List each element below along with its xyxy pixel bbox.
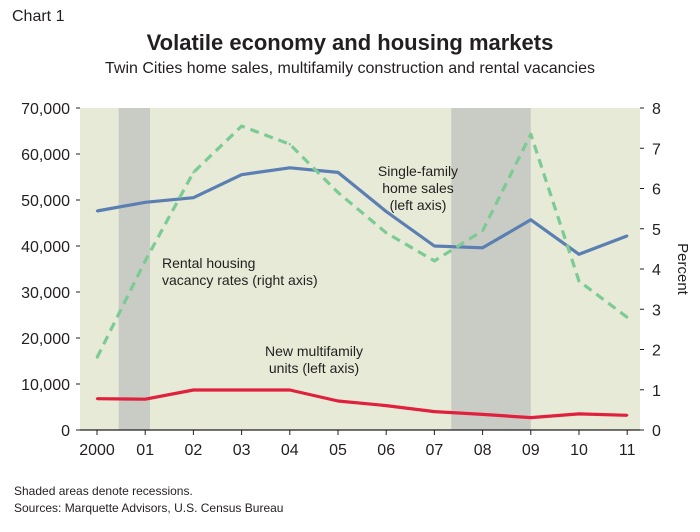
right-axis-tick-label: 7 xyxy=(652,141,661,158)
x-axis-tick-label: 03 xyxy=(233,442,251,459)
vacancy-rate-point xyxy=(433,259,436,263)
multifamily-units-point xyxy=(481,413,484,416)
annotation-line: vacancy rates (right axis) xyxy=(162,272,318,288)
right-axis-tick-label: 2 xyxy=(652,343,661,360)
multifamily-units-line xyxy=(96,388,628,420)
recession-footnote: Shaded areas denote recessions. xyxy=(14,484,193,498)
multifamily-units-point xyxy=(95,397,99,400)
left-axis-tick-label: 0 xyxy=(61,423,70,440)
vacancy-rate-point xyxy=(144,259,147,263)
left-axis-tick-label: 70,000 xyxy=(21,101,70,118)
single-family-sales-point xyxy=(385,210,388,213)
vacancy-rate-point xyxy=(626,316,629,319)
multifamily-units-point xyxy=(192,388,195,392)
left-axis-tick-label: 50,000 xyxy=(21,193,70,210)
multifamily-units-point xyxy=(336,399,340,403)
vacancy-rate-point xyxy=(95,356,99,359)
x-axis-tick-label: 04 xyxy=(281,442,299,459)
multifamily-units-point xyxy=(385,404,388,407)
annotation-line: units (left axis) xyxy=(269,360,359,376)
annotation-line: home sales xyxy=(382,180,454,196)
recession-band xyxy=(118,108,151,430)
single-family-sales-point xyxy=(144,201,147,204)
multifamily-units-point xyxy=(626,414,629,417)
left-axis-tick-label: 60,000 xyxy=(21,147,70,164)
single-family-sales-annotation: Single-family home sales (left axis) xyxy=(378,163,458,213)
right-axis-tick-label: 4 xyxy=(652,262,661,279)
x-axis-tick-label: 09 xyxy=(522,442,540,459)
x-axis-tick-label: 2000 xyxy=(79,442,115,459)
multifamily-units-point xyxy=(529,416,532,419)
left-axis-tick-label: 10,000 xyxy=(21,377,70,394)
multifamily-units-point xyxy=(433,410,436,413)
chart-title: Volatile economy and housing markets xyxy=(146,30,554,55)
x-axis-tick-label: 08 xyxy=(474,442,492,459)
right-axis-tick-label: 5 xyxy=(652,222,661,239)
left-axis-tick-label: 40,000 xyxy=(21,239,70,256)
vacancy-rate-annotation: Rental housing vacancy rates (right axis) xyxy=(162,255,318,288)
single-family-sales-point xyxy=(240,173,243,176)
x-axis-tick-label: 06 xyxy=(377,442,395,459)
vacancy-rate-point xyxy=(240,124,243,128)
vacancy-rate-point xyxy=(385,231,388,234)
x-axis-tick-label: 05 xyxy=(329,442,347,459)
right-axis-tick-label: 1 xyxy=(652,383,661,400)
single-family-sales-point xyxy=(288,166,291,169)
single-family-sales-point xyxy=(529,218,532,221)
multifamily-units-point xyxy=(240,388,243,392)
vacancy-rate-point xyxy=(481,229,484,232)
right-axis-title: Percent xyxy=(674,243,691,296)
right-axis-tick-label: 6 xyxy=(652,182,661,199)
vacancy-rate-point xyxy=(288,143,291,146)
single-family-sales-point xyxy=(481,246,484,250)
x-axis-tick-label: 02 xyxy=(185,442,203,459)
vacancy-rate-point xyxy=(529,132,532,136)
vacancy-rate-point xyxy=(577,279,581,283)
single-family-sales-line xyxy=(96,166,628,256)
single-family-sales-point xyxy=(192,196,195,199)
left-axis-tick-label: 20,000 xyxy=(21,331,70,348)
sources-note: Sources: Marquette Advisors, U.S. Census… xyxy=(14,501,284,515)
annotation-line: (left axis) xyxy=(390,197,447,213)
single-family-sales-point xyxy=(336,171,340,174)
right-axis-tick-label: 3 xyxy=(652,302,661,319)
single-family-sales-point xyxy=(626,234,629,238)
vacancy-rate-point xyxy=(336,191,340,194)
multifamily-units-annotation: New multifamily units (left axis) xyxy=(265,343,363,376)
right-axis-tick-label: 8 xyxy=(652,101,661,118)
multifamily-units-point xyxy=(144,397,147,401)
vacancy-rate-line xyxy=(95,124,629,359)
single-family-sales-point xyxy=(433,244,436,248)
annotation-line: Single-family xyxy=(378,163,458,179)
annotation-line: New multifamily xyxy=(265,343,363,359)
x-axis-tick-label: 11 xyxy=(619,442,636,459)
single-family-sales-point xyxy=(577,253,581,256)
annotation-line: Rental housing xyxy=(162,255,255,271)
right-axis-tick-label: 0 xyxy=(652,423,661,440)
single-family-sales-point xyxy=(95,209,99,213)
multifamily-units-point xyxy=(577,412,581,416)
x-axis-tick-label: 07 xyxy=(426,442,444,459)
multifamily-units-point xyxy=(288,388,291,392)
chart-number-label: Chart 1 xyxy=(12,8,65,25)
x-axis-tick-label: 10 xyxy=(570,442,588,459)
plot-area-background xyxy=(80,108,640,430)
left-axis-tick-label: 30,000 xyxy=(21,285,70,302)
vacancy-rate-point xyxy=(192,171,195,174)
x-axis-tick-label: 01 xyxy=(136,442,154,459)
chart-subtitle: Twin Cities home sales, multifamily cons… xyxy=(105,60,595,77)
